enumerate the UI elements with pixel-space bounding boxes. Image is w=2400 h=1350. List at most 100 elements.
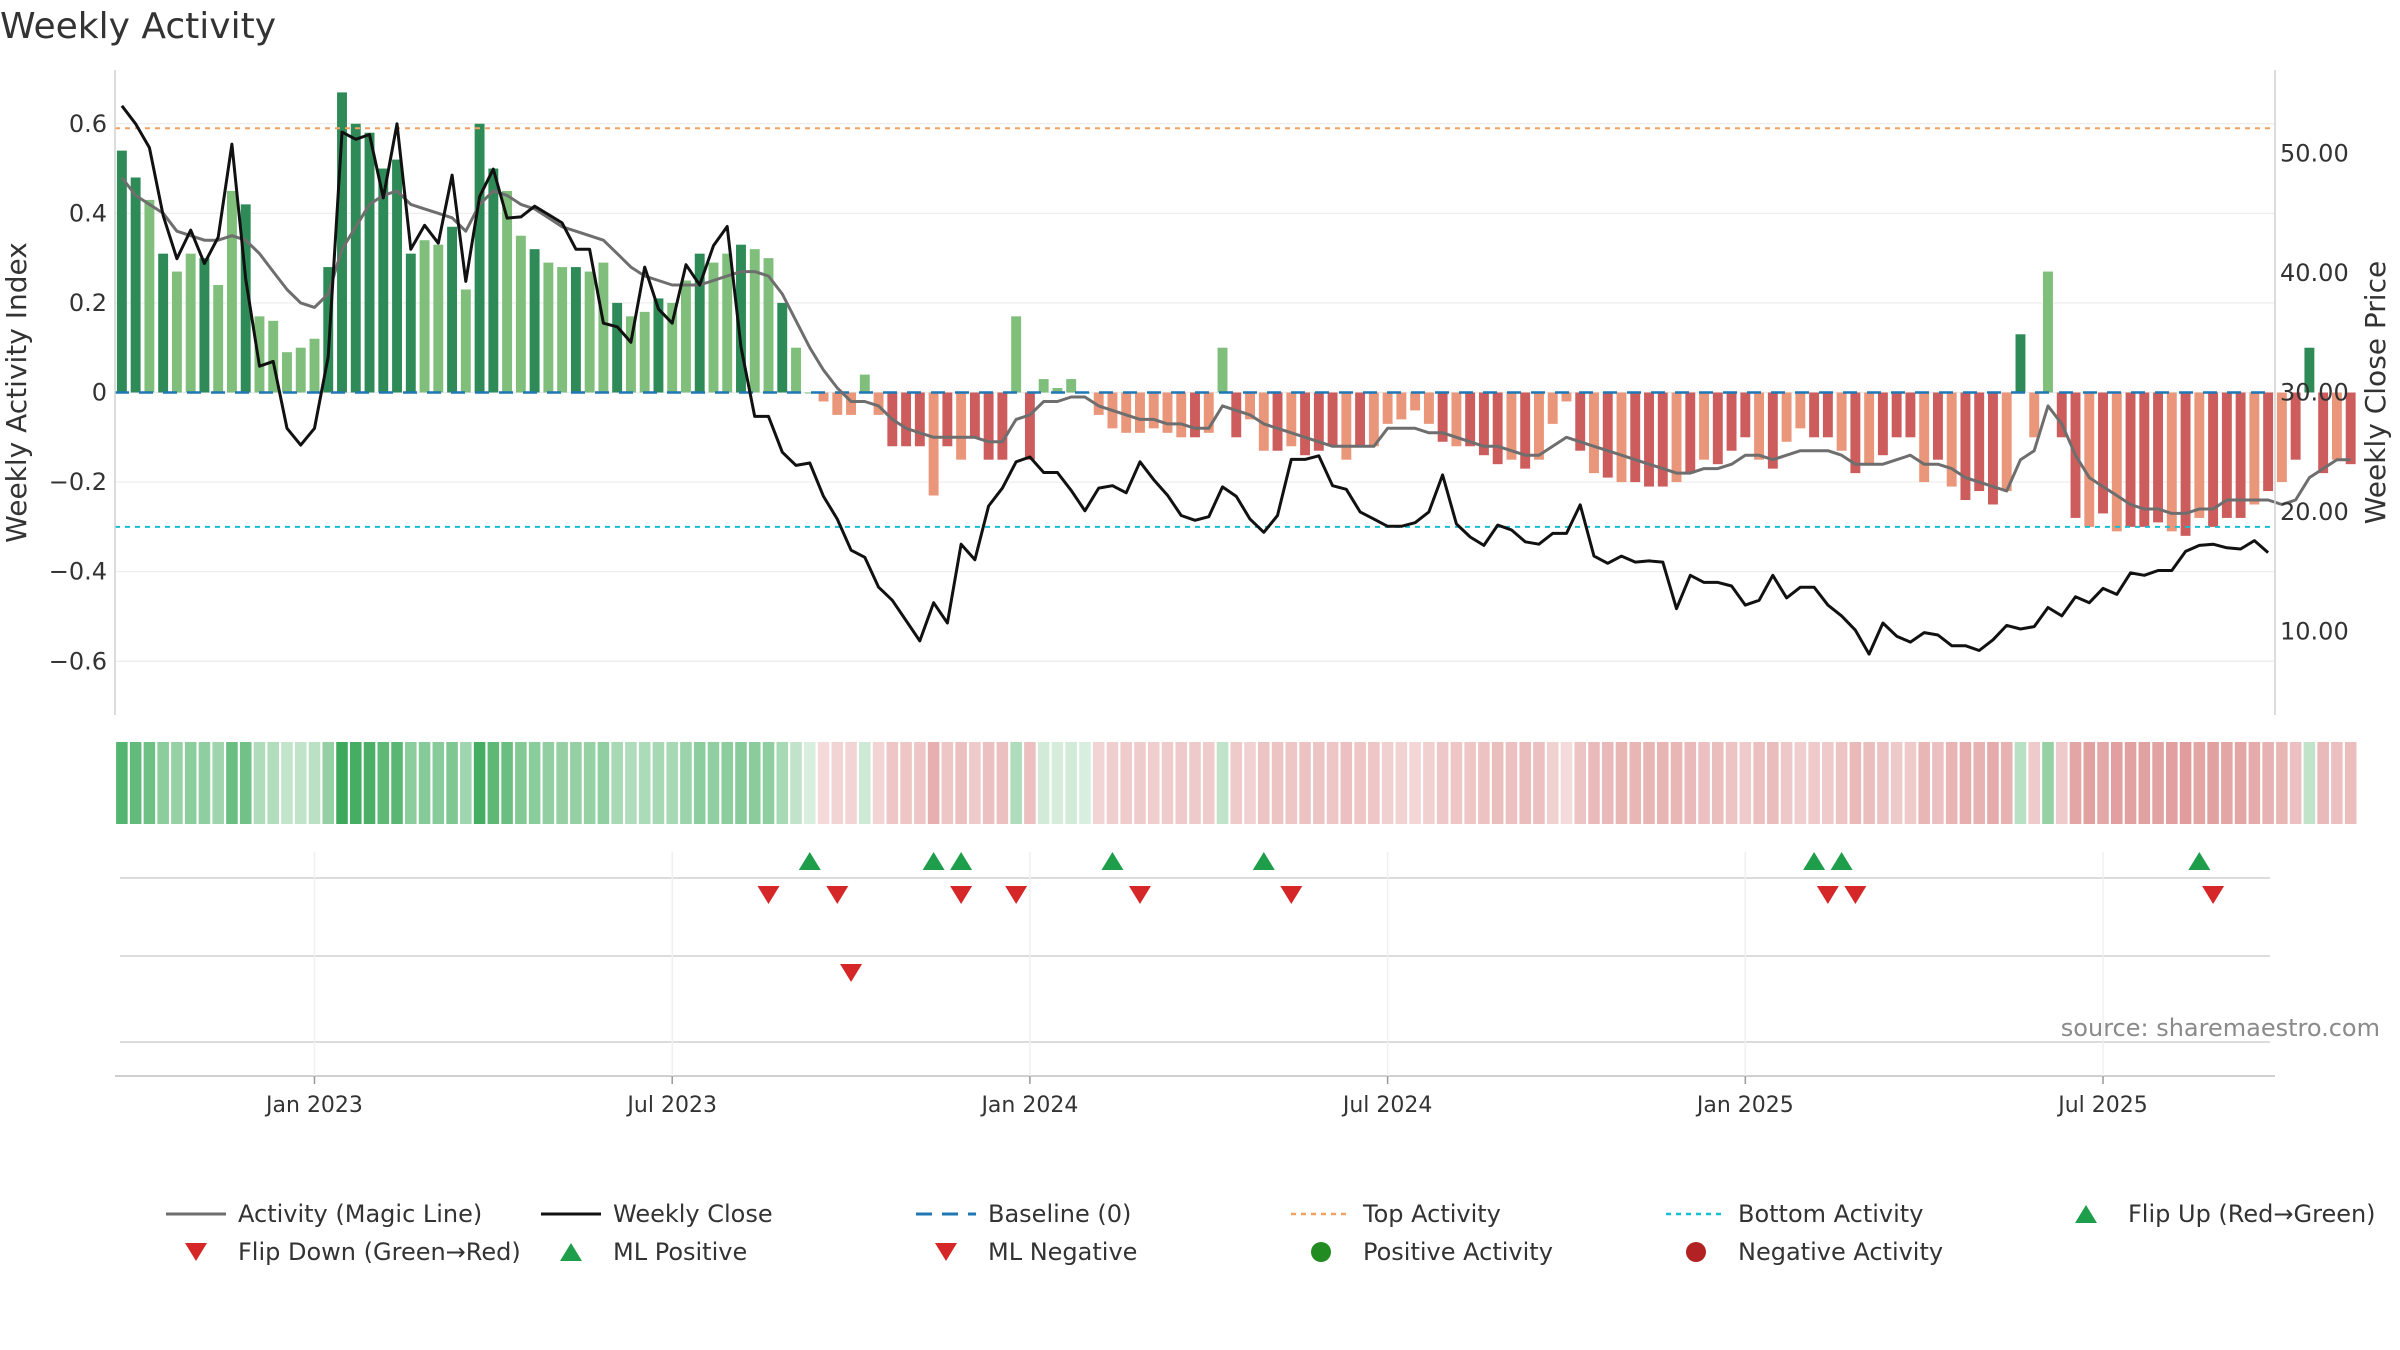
activity-strip-cell bbox=[625, 742, 637, 824]
activity-strip-cell bbox=[542, 742, 555, 824]
triangle-down-red-icon bbox=[185, 1243, 207, 1261]
activity-bar bbox=[901, 392, 912, 447]
activity-strip-cell bbox=[1175, 742, 1188, 824]
activity-bar bbox=[1190, 392, 1200, 438]
legend-item: Activity (Magic Line) bbox=[166, 1200, 482, 1228]
activity-bar bbox=[1657, 392, 1668, 487]
activity-bar bbox=[1919, 392, 1930, 483]
activity-strip-cell bbox=[1079, 742, 1091, 824]
activity-bar bbox=[681, 280, 691, 393]
activity-bar bbox=[639, 311, 650, 393]
x-tick-label: Jul 2024 bbox=[1341, 1093, 1433, 1118]
activity-bar bbox=[804, 392, 815, 394]
activity-strip-cell bbox=[914, 742, 926, 824]
activity-bar bbox=[997, 392, 1008, 460]
activity-strip-cell bbox=[281, 742, 293, 824]
legend-label: Baseline (0) bbox=[988, 1200, 1132, 1228]
activity-strip-cell bbox=[680, 742, 692, 824]
activity-bar bbox=[2304, 347, 2315, 393]
activity-strip-cell bbox=[748, 742, 761, 824]
activity-bar bbox=[392, 159, 402, 393]
activity-bar bbox=[2180, 392, 2191, 536]
activity-bar bbox=[364, 132, 375, 393]
activity-bar bbox=[419, 240, 430, 393]
activity-bar bbox=[2276, 392, 2287, 483]
activity-bar bbox=[1478, 392, 1489, 456]
activity-strip-cell bbox=[2193, 742, 2206, 824]
activity-bar bbox=[1767, 392, 1778, 469]
activity-strip-cell bbox=[2014, 742, 2027, 824]
right-tick-label: 20.00 bbox=[2280, 498, 2349, 526]
activity-strip-cell bbox=[1808, 742, 1820, 824]
activity-bar bbox=[1272, 392, 1283, 451]
activity-bar bbox=[928, 392, 939, 496]
activity-bar bbox=[2139, 392, 2150, 527]
activity-strip-cell bbox=[1560, 742, 1573, 824]
activity-strip-cell bbox=[1918, 742, 1930, 824]
activity-bar bbox=[1712, 392, 1723, 465]
activity-strip-cell bbox=[1684, 742, 1697, 824]
activity-strip-cell bbox=[1767, 742, 1779, 824]
activity-bar bbox=[1300, 392, 1311, 456]
activity-strip-cell bbox=[1271, 742, 1284, 824]
activity-strip-cell bbox=[2042, 742, 2054, 824]
activity-bar bbox=[708, 262, 719, 393]
activity-bar bbox=[1850, 392, 1861, 474]
activity-bar bbox=[268, 320, 279, 393]
activity-bar bbox=[1066, 379, 1077, 393]
activity-strip-cell bbox=[1092, 742, 1105, 824]
left-tick-label: −0.4 bbox=[49, 558, 107, 586]
activity-strip-cell bbox=[1120, 742, 1132, 824]
activity-strip-cell bbox=[1987, 742, 1999, 824]
activity-bar bbox=[2098, 392, 2108, 514]
activity-bar bbox=[171, 271, 182, 393]
activity-strip-cell bbox=[1491, 742, 1504, 824]
activity-strip-cell bbox=[1533, 742, 1545, 824]
activity-bar bbox=[1533, 392, 1544, 460]
left-tick-label: −0.2 bbox=[49, 468, 107, 496]
activity-strip-cell bbox=[817, 742, 830, 824]
activity-strip-cell bbox=[1450, 742, 1463, 824]
legend: Activity (Magic Line) Weekly Close Baselin… bbox=[160, 1200, 2400, 1290]
activity-strip-cell bbox=[2221, 742, 2233, 824]
activity-bar bbox=[969, 392, 980, 438]
activity-bar bbox=[1781, 392, 1792, 442]
activity-strip-cell bbox=[1780, 742, 1793, 824]
activity-strip-cell bbox=[1753, 742, 1765, 824]
activity-strip-cell bbox=[1134, 742, 1146, 824]
activity-bar bbox=[1451, 392, 1462, 447]
activity-strip-cell bbox=[239, 742, 252, 824]
activity-bar bbox=[1368, 392, 1379, 447]
activity-bar bbox=[474, 123, 485, 393]
activity-bar bbox=[337, 92, 347, 393]
activity-bar bbox=[694, 253, 705, 393]
activity-bar bbox=[378, 168, 389, 393]
activity-bar bbox=[832, 392, 843, 415]
activity-strip-cell bbox=[1464, 742, 1476, 824]
activity-bar bbox=[1162, 392, 1173, 433]
activity-bar bbox=[2125, 392, 2136, 527]
activity-strip-cell bbox=[515, 742, 527, 824]
legend-item: Baseline (0) bbox=[916, 1200, 1131, 1228]
activity-bar bbox=[2290, 392, 2301, 460]
activity-strip-cell bbox=[735, 742, 747, 824]
legend-item: Top Activity bbox=[1291, 1200, 1501, 1228]
activity-bar bbox=[1602, 392, 1613, 478]
activity-bar bbox=[1327, 392, 1338, 447]
activity-bar bbox=[1245, 392, 1255, 420]
flip-down-marker bbox=[757, 886, 780, 904]
triangle-up-green-icon bbox=[2075, 1205, 2097, 1223]
activity-bar bbox=[2194, 392, 2205, 518]
activity-bar bbox=[1121, 392, 1132, 433]
activity-strip-cell bbox=[1216, 742, 1229, 824]
activity-strip-cell bbox=[2344, 742, 2357, 824]
activity-bar bbox=[653, 298, 664, 393]
activity-strip-cell bbox=[473, 742, 486, 824]
activity-strip-cell bbox=[2317, 742, 2329, 824]
flip-down-marker bbox=[1005, 886, 1028, 904]
activity-strip-cell bbox=[1010, 742, 1022, 824]
activity-bar bbox=[2345, 392, 2356, 465]
activity-bar bbox=[598, 262, 609, 393]
activity-strip-cell bbox=[982, 742, 995, 824]
activity-strip-cell bbox=[859, 742, 871, 824]
